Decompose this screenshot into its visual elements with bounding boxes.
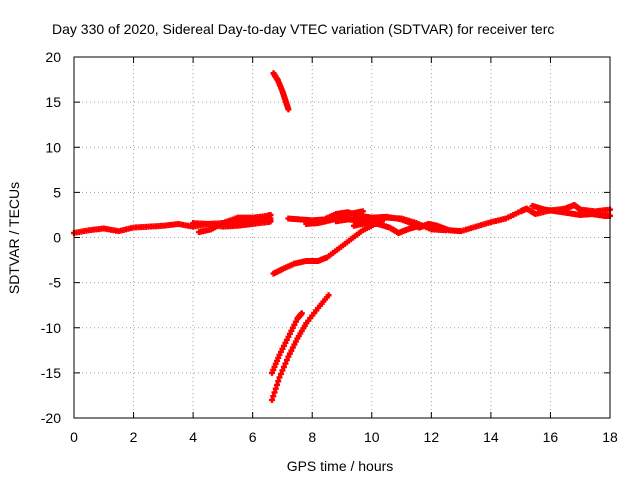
series-arc-2	[190, 218, 274, 230]
data-point	[283, 357, 290, 364]
x-tick-label: 8	[308, 429, 316, 445]
series-arc-11	[269, 310, 305, 376]
data-series	[71, 70, 613, 403]
y-tick-label: 0	[53, 230, 61, 246]
data-point	[271, 389, 278, 396]
x-axis-title: GPS time / hours	[287, 458, 394, 474]
data-point	[267, 218, 274, 225]
x-tick-label: 4	[189, 429, 197, 445]
x-tick-label: 10	[364, 429, 380, 445]
y-tick-label: 15	[45, 94, 61, 110]
data-point	[276, 374, 283, 381]
series-arc-10	[270, 216, 387, 277]
axis-ticks: 0 2 4 6 8 10 12 14 16 18 -20 -15 -10 -5 0 5 10 15 20	[41, 49, 618, 445]
data-point	[273, 381, 280, 388]
data-point	[270, 393, 277, 400]
y-tick-label: 20	[45, 49, 61, 65]
data-point	[359, 208, 366, 215]
data-point	[279, 367, 286, 374]
grid	[74, 57, 610, 418]
data-point	[325, 292, 332, 299]
x-tick-label: 0	[70, 429, 78, 445]
x-tick-label: 12	[424, 429, 440, 445]
x-tick-label: 6	[249, 429, 257, 445]
series-arc-3	[196, 211, 274, 236]
x-tick-label: 16	[543, 429, 559, 445]
data-point	[443, 227, 450, 234]
series-arc-9	[270, 70, 292, 113]
data-point	[269, 396, 276, 403]
data-point	[267, 211, 274, 218]
series-arc-5	[333, 214, 450, 234]
data-point	[280, 364, 287, 371]
data-point	[416, 222, 423, 229]
series-arc-8	[303, 208, 366, 227]
data-point	[275, 378, 282, 385]
x-tick-label: 18	[602, 429, 618, 445]
y-axis-title: SDTVAR / TECUs	[6, 182, 22, 294]
chart-title: Day 330 of 2020, Sidereal Day-to-day VTE…	[52, 21, 554, 37]
data-point	[380, 216, 387, 223]
data-point	[282, 360, 289, 367]
x-tick-label: 14	[483, 429, 499, 445]
data-point	[272, 385, 279, 392]
series-arc-12	[269, 292, 332, 403]
y-tick-label: 5	[53, 184, 61, 200]
series-arc-6	[350, 220, 423, 236]
y-tick-label: -20	[41, 410, 61, 426]
y-tick-label: -5	[49, 275, 62, 291]
y-tick-label: -15	[41, 365, 61, 381]
y-tick-label: 10	[45, 139, 61, 155]
data-point	[285, 106, 292, 113]
x-tick-label: 2	[130, 429, 138, 445]
y-tick-label: -10	[41, 320, 61, 336]
data-point	[277, 370, 284, 377]
data-point	[298, 310, 305, 317]
